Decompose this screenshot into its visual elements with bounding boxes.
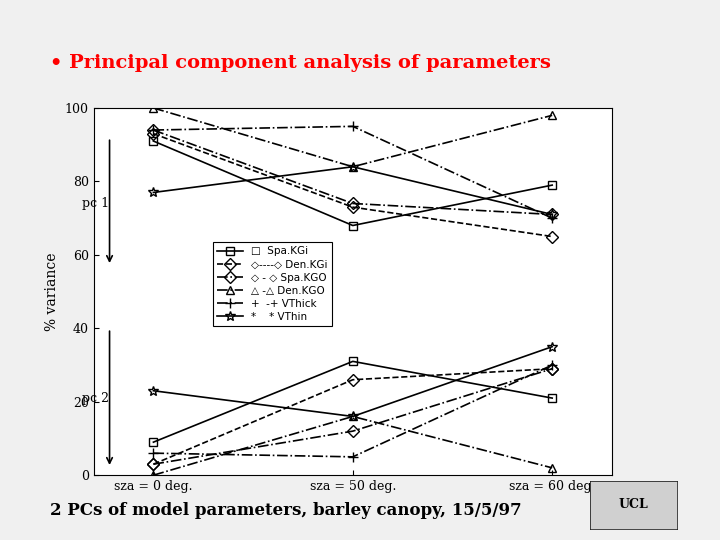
Text: UCL: UCL [618,498,649,511]
Legend: □  Spa.KGi, ◇----◇ Den.KGi, ◇ - ◇ Spa.KGO, △ -△ Den.KGO, +  -+ VThick, *    * VT: □ Spa.KGi, ◇----◇ Den.KGi, ◇ - ◇ Spa.KGO… [213,242,332,326]
Text: pc 1: pc 1 [82,197,109,210]
Y-axis label: % variance: % variance [45,252,59,331]
Text: pc 2: pc 2 [82,392,109,404]
Text: • Principal component analysis of parameters: • Principal component analysis of parame… [50,54,552,72]
Text: 2 PCs of model parameters, barley canopy, 15/5/97: 2 PCs of model parameters, barley canopy… [50,502,522,519]
